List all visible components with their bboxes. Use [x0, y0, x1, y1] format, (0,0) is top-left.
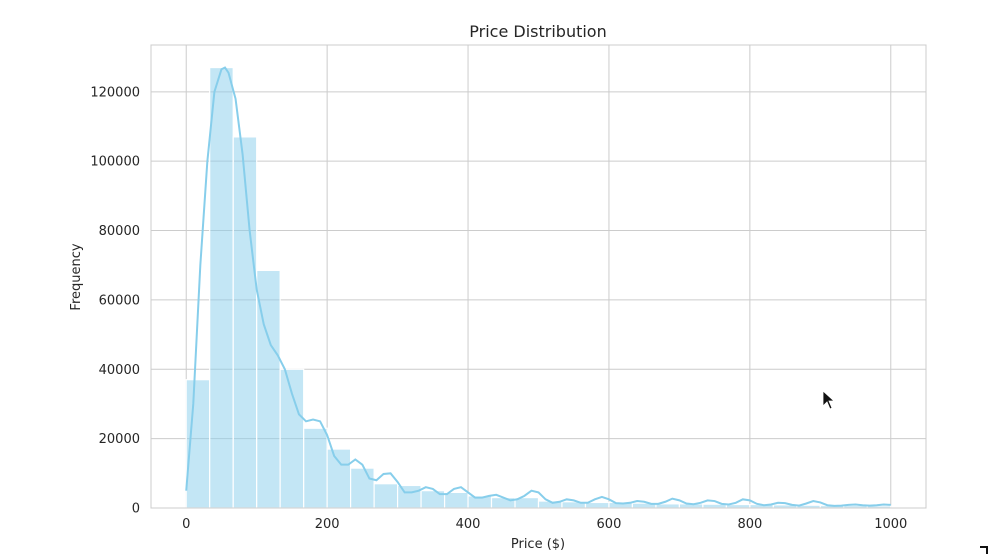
y-tick-label: 100000	[90, 155, 140, 170]
x-tick-label: 0	[182, 517, 190, 532]
y-tick-label: 60000	[99, 293, 140, 308]
histogram-bar	[326, 448, 352, 509]
kde-layer	[185, 66, 891, 507]
histogram-bar	[303, 427, 328, 509]
resize-corner-icon	[980, 546, 988, 554]
histogram-bar	[232, 136, 258, 509]
y-axis-ticks: 0 20000 40000 60000 80000 100000 120000	[90, 85, 140, 516]
y-tick-label: 120000	[90, 85, 140, 100]
x-tick-label: 800	[737, 517, 762, 532]
x-tick-label: 1000	[874, 517, 907, 532]
histogram-bar	[373, 483, 399, 509]
x-axis-ticks: 0 200 400 600 800 1000	[182, 517, 907, 532]
y-tick-label: 80000	[99, 224, 140, 239]
plot-frame	[150, 44, 927, 509]
chart-title: Price Distribution	[469, 22, 606, 41]
y-tick-label: 40000	[99, 363, 140, 378]
histogram-bar	[443, 491, 469, 509]
grid	[151, 45, 926, 509]
y-tick-label: 0	[132, 502, 140, 517]
x-tick-label: 600	[597, 517, 622, 532]
histogram-bars	[185, 66, 892, 509]
y-axis-label: Frequency	[69, 243, 84, 310]
histogram-bar	[209, 66, 234, 509]
kde-curve	[185, 66, 891, 507]
y-tick-label: 20000	[99, 432, 140, 447]
histogram-bar	[490, 496, 516, 509]
x-tick-label: 200	[315, 517, 340, 532]
mouse-pointer-icon	[822, 390, 836, 410]
x-axis-label: Price ($)	[511, 537, 565, 552]
histogram-bar	[349, 467, 375, 509]
x-tick-label: 400	[456, 517, 481, 532]
